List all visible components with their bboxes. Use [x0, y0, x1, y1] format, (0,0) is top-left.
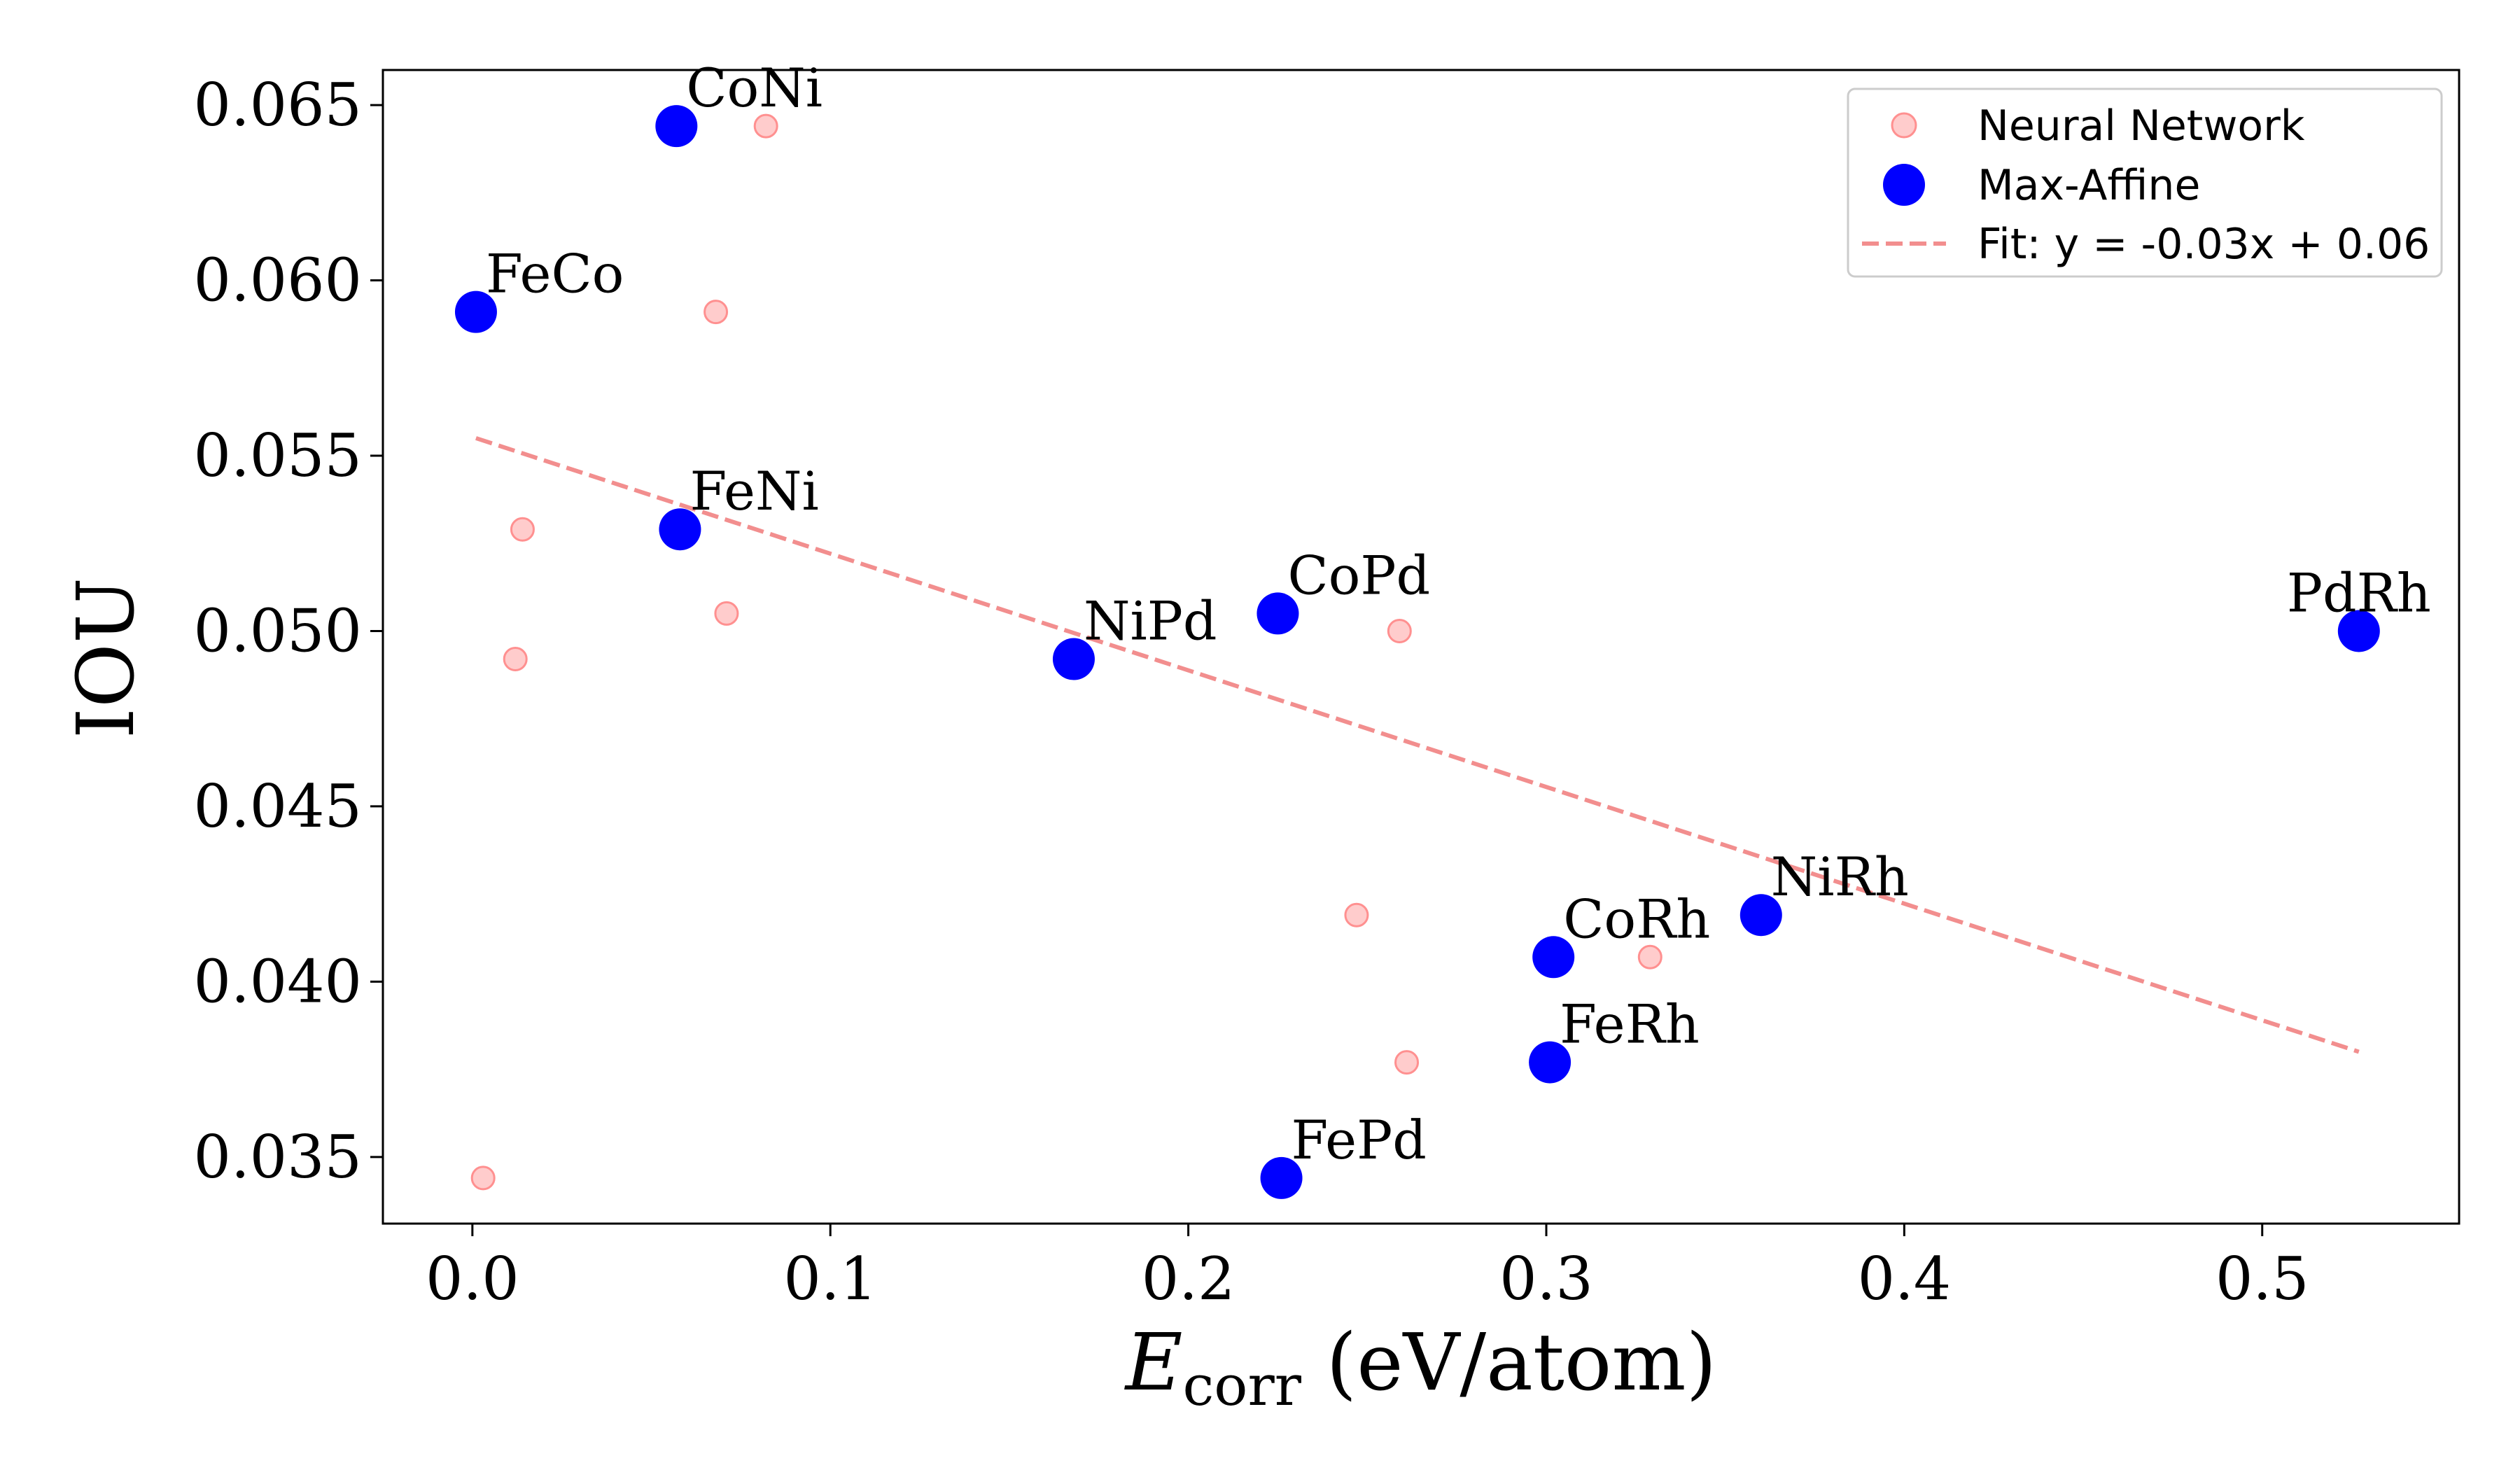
x-tick-label: 0.5: [2216, 1245, 2309, 1313]
max-affine-point: [1052, 638, 1095, 680]
plot-frame: [382, 69, 2460, 1225]
y-axis-title: IOU: [61, 578, 152, 738]
neural-network-point: [470, 1166, 496, 1191]
y-tick-label: 0.055: [194, 421, 362, 490]
legend-box: [1847, 88, 2443, 278]
neural-network-point: [1387, 618, 1412, 643]
point-label: CoNi: [686, 57, 822, 119]
legend-label-max-affine: Max-Affine: [1977, 161, 2200, 210]
y-tick-label: 0.045: [194, 772, 362, 841]
point-label: FeCo: [486, 243, 624, 305]
legend-marker-neural-network: [1891, 112, 1917, 139]
point-label: FeRh: [1560, 993, 1700, 1056]
legend-marker-max-affine: [1883, 164, 1925, 206]
max-affine-point: [1529, 1041, 1572, 1084]
x-tick-label: 0.0: [426, 1245, 519, 1313]
neural-network-point: [510, 517, 535, 542]
x-tick-label: 0.1: [783, 1245, 877, 1313]
neural-network-point: [1394, 1050, 1420, 1075]
x-tick-label: 0.4: [1858, 1245, 1952, 1313]
neural-network-point: [753, 113, 778, 139]
legend: Neural Network Max-Affine Fit: y = -0.03…: [1847, 88, 2443, 278]
x-axis-title-unit: (eV/atom): [1301, 1317, 1716, 1408]
max-affine-point: [1532, 936, 1575, 979]
x-axis-title-subscript: corr: [1183, 1353, 1302, 1418]
y-tick-label: 0.050: [194, 596, 362, 665]
max-affine-point: [1256, 592, 1299, 635]
x-axis-title-symbol: E: [1124, 1317, 1183, 1408]
neural-network-point: [704, 300, 729, 325]
x-axis-title: Ecorr (eV/atom): [1124, 1317, 1717, 1418]
point-label: FeNi: [690, 460, 818, 522]
max-affine-point: [655, 105, 698, 148]
x-axis-ticks: 0.0 0.1 0.2 0.3 0.4 0.5: [426, 1224, 2309, 1313]
max-affine-point: [1260, 1156, 1303, 1199]
max-affine-point: [1740, 894, 1782, 937]
point-label: CoPd: [1287, 544, 1430, 606]
y-tick-label: 0.040: [194, 947, 362, 1016]
point-label: CoRh: [1563, 888, 1710, 950]
fit-line: [475, 436, 2360, 1054]
y-axis-ticks: 0.035 0.040 0.045 0.050 0.055 0.060 0.065: [194, 71, 383, 1191]
max-affine-point: [2337, 610, 2380, 652]
legend-label-fit: Fit: y = -0.03x + 0.06: [1977, 220, 2430, 269]
neural-network-point: [1637, 944, 1662, 969]
point-labels: FeCo CoNi FeNi NiPd CoPd FePd FeRh CoRh NiRh PdRh: [486, 57, 2431, 1171]
point-label: NiPd: [1084, 590, 1217, 652]
point-label: FePd: [1292, 1109, 1427, 1171]
data-marks: [454, 105, 2380, 1199]
neural-network-point: [1344, 902, 1369, 927]
x-tick-label: 0.3: [1499, 1245, 1593, 1313]
neural-network-point: [714, 601, 739, 626]
y-tick-label: 0.060: [194, 246, 362, 315]
point-label: PdRh: [2287, 561, 2431, 624]
legend-label-neural-network: Neural Network: [1977, 102, 2305, 150]
neural-network-point: [503, 647, 528, 672]
y-tick-label: 0.065: [194, 71, 362, 139]
max-affine-point: [659, 508, 701, 551]
x-tick-label: 0.2: [1142, 1245, 1236, 1313]
point-label: NiRh: [1771, 846, 1909, 908]
max-affine-point: [454, 290, 497, 333]
y-tick-label: 0.035: [194, 1123, 362, 1191]
